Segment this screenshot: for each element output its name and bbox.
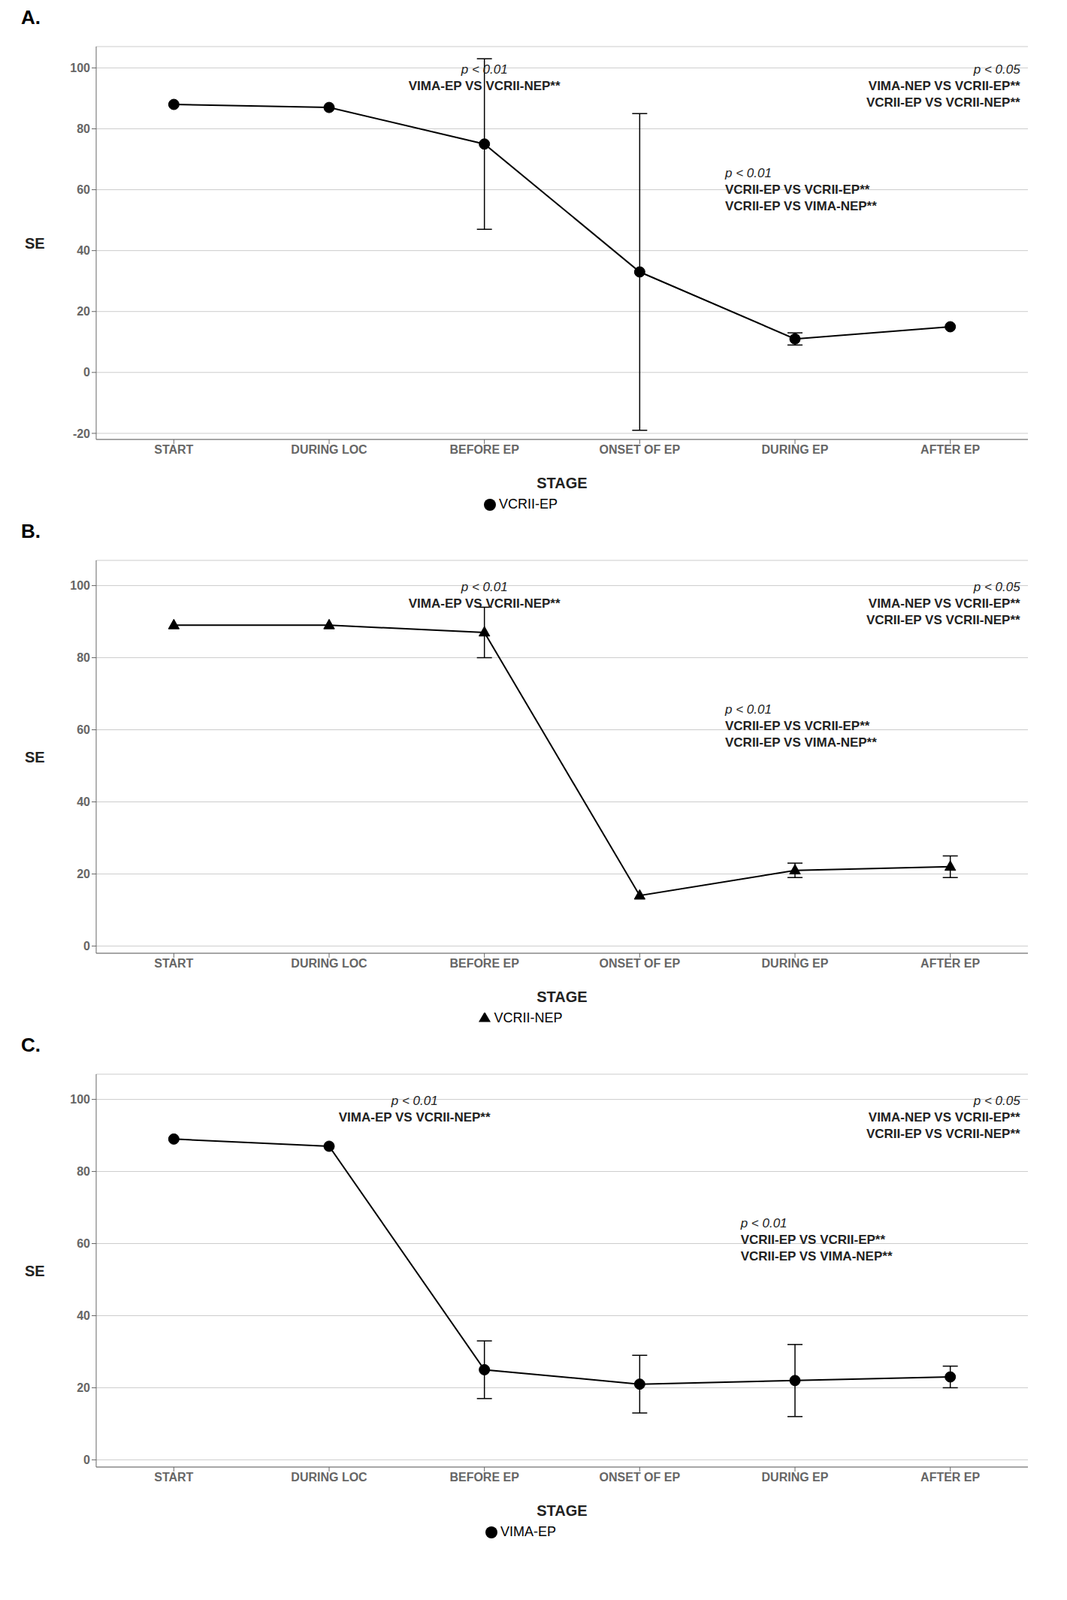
svg-text:60: 60 — [76, 183, 91, 197]
html-text:B.: B. — [21, 519, 41, 543]
svg-text:AFTER EP: AFTER EP — [920, 957, 980, 971]
svg-text:VCRII-EP VS VIMA-NEP**: VCRII-EP VS VIMA-NEP** — [725, 735, 877, 750]
svg-text:p < 0.01: p < 0.01 — [740, 1216, 788, 1231]
svg-text:100: 100 — [69, 579, 91, 593]
svg-text:DURING LOC: DURING LOC — [290, 1471, 368, 1485]
svg-text:0: 0 — [83, 365, 91, 379]
svg-text:VIMA-NEP VS VCRII-EP**: VIMA-NEP VS VCRII-EP** — [868, 596, 1021, 611]
svg-text:100: 100 — [69, 1093, 91, 1107]
svg-text:START: START — [154, 443, 194, 457]
svg-text:AFTER EP: AFTER EP — [920, 1471, 980, 1485]
svg-text:DURING LOC: DURING LOC — [290, 443, 368, 457]
svg-text:20: 20 — [76, 1381, 91, 1395]
svg-text:STAGE: STAGE — [536, 1502, 587, 1520]
svg-text:60: 60 — [76, 1237, 91, 1251]
svg-text:ONSET OF EP: ONSET OF EP — [599, 443, 681, 457]
svg-text:100: 100 — [69, 61, 91, 75]
svg-text:SE: SE — [24, 235, 46, 252]
svg-text:60: 60 — [76, 723, 91, 737]
svg-text:40: 40 — [76, 795, 91, 809]
svg-text:80: 80 — [76, 651, 91, 665]
svg-text:20: 20 — [76, 305, 91, 318]
html-text:VIMA-EP: VIMA-EP — [500, 1524, 557, 1540]
svg-text:SE: SE — [24, 1263, 46, 1280]
svg-text:VCRII-EP VS VIMA-NEP**: VCRII-EP VS VIMA-NEP** — [740, 1249, 893, 1264]
html-text:C.: C. — [21, 1033, 41, 1057]
svg-text:DURING EP: DURING EP — [761, 957, 829, 971]
svg-text:p < 0.05: p < 0.05 — [973, 580, 1021, 595]
svg-text:VCRII-EP VS VCRII-NEP**: VCRII-EP VS VCRII-NEP** — [866, 95, 1021, 110]
svg-text:80: 80 — [76, 122, 91, 136]
svg-text:AFTER EP: AFTER EP — [920, 443, 980, 457]
svg-text:VCRII-EP VS VCRII-EP**: VCRII-EP VS VCRII-EP** — [725, 719, 871, 734]
svg-text:VIMA-NEP VS VCRII-EP**: VIMA-NEP VS VCRII-EP** — [868, 78, 1021, 94]
svg-text:-20: -20 — [72, 427, 91, 441]
svg-text:p < 0.01: p < 0.01 — [460, 580, 508, 595]
svg-text:p < 0.01: p < 0.01 — [390, 1094, 439, 1109]
svg-text:ONSET OF EP: ONSET OF EP — [599, 957, 681, 971]
svg-text:STAGE: STAGE — [536, 988, 587, 1006]
svg-text:BEFORE EP: BEFORE EP — [449, 957, 520, 971]
svg-text:DURING LOC: DURING LOC — [290, 957, 368, 971]
svg-text:0: 0 — [83, 940, 91, 953]
svg-text:p < 0.05: p < 0.05 — [973, 62, 1021, 77]
svg-text:START: START — [154, 957, 194, 971]
svg-text:40: 40 — [76, 1309, 91, 1323]
svg-text:ONSET OF EP: ONSET OF EP — [599, 1471, 681, 1485]
svg-text:p < 0.01: p < 0.01 — [724, 702, 772, 717]
svg-text:BEFORE EP: BEFORE EP — [449, 1471, 520, 1485]
svg-text:BEFORE EP: BEFORE EP — [449, 443, 520, 457]
svg-text:0: 0 — [83, 1453, 91, 1467]
svg-text:p < 0.01: p < 0.01 — [724, 166, 772, 181]
svg-text:STAGE: STAGE — [536, 474, 587, 492]
svg-text:p < 0.01: p < 0.01 — [460, 62, 508, 77]
html-text:VCRII-NEP: VCRII-NEP — [494, 1010, 563, 1026]
svg-text:VIMA-EP VS VCRII-NEP**: VIMA-EP VS VCRII-NEP** — [338, 1110, 491, 1125]
svg-text:p < 0.05: p < 0.05 — [973, 1094, 1021, 1109]
svg-text:40: 40 — [76, 244, 91, 257]
svg-text:VCRII-EP VS VIMA-NEP**: VCRII-EP VS VIMA-NEP** — [725, 199, 877, 214]
html-text:A.: A. — [21, 6, 41, 29]
svg-text:SE: SE — [24, 749, 46, 766]
svg-text:80: 80 — [76, 1165, 91, 1179]
html-text:VCRII-EP: VCRII-EP — [498, 496, 558, 512]
svg-text:VCRII-EP VS VCRII-EP**: VCRII-EP VS VCRII-EP** — [740, 1233, 886, 1248]
svg-text:VIMA-EP VS VCRII-NEP**: VIMA-EP VS VCRII-NEP** — [408, 596, 561, 611]
svg-text:VIMA-NEP VS VCRII-EP**: VIMA-NEP VS VCRII-EP** — [868, 1110, 1021, 1125]
svg-text:START: START — [154, 1471, 194, 1485]
svg-text:VIMA-EP VS VCRII-NEP**: VIMA-EP VS VCRII-NEP** — [408, 78, 561, 94]
svg-text:20: 20 — [76, 867, 91, 881]
svg-text:VCRII-EP VS VCRII-NEP**: VCRII-EP VS VCRII-NEP** — [866, 613, 1021, 628]
svg-text:DURING EP: DURING EP — [761, 1471, 829, 1485]
svg-text:VCRII-EP VS VCRII-NEP**: VCRII-EP VS VCRII-NEP** — [866, 1127, 1021, 1142]
svg-text:VCRII-EP VS VCRII-EP**: VCRII-EP VS VCRII-EP** — [725, 182, 871, 197]
svg-text:DURING EP: DURING EP — [761, 443, 829, 457]
